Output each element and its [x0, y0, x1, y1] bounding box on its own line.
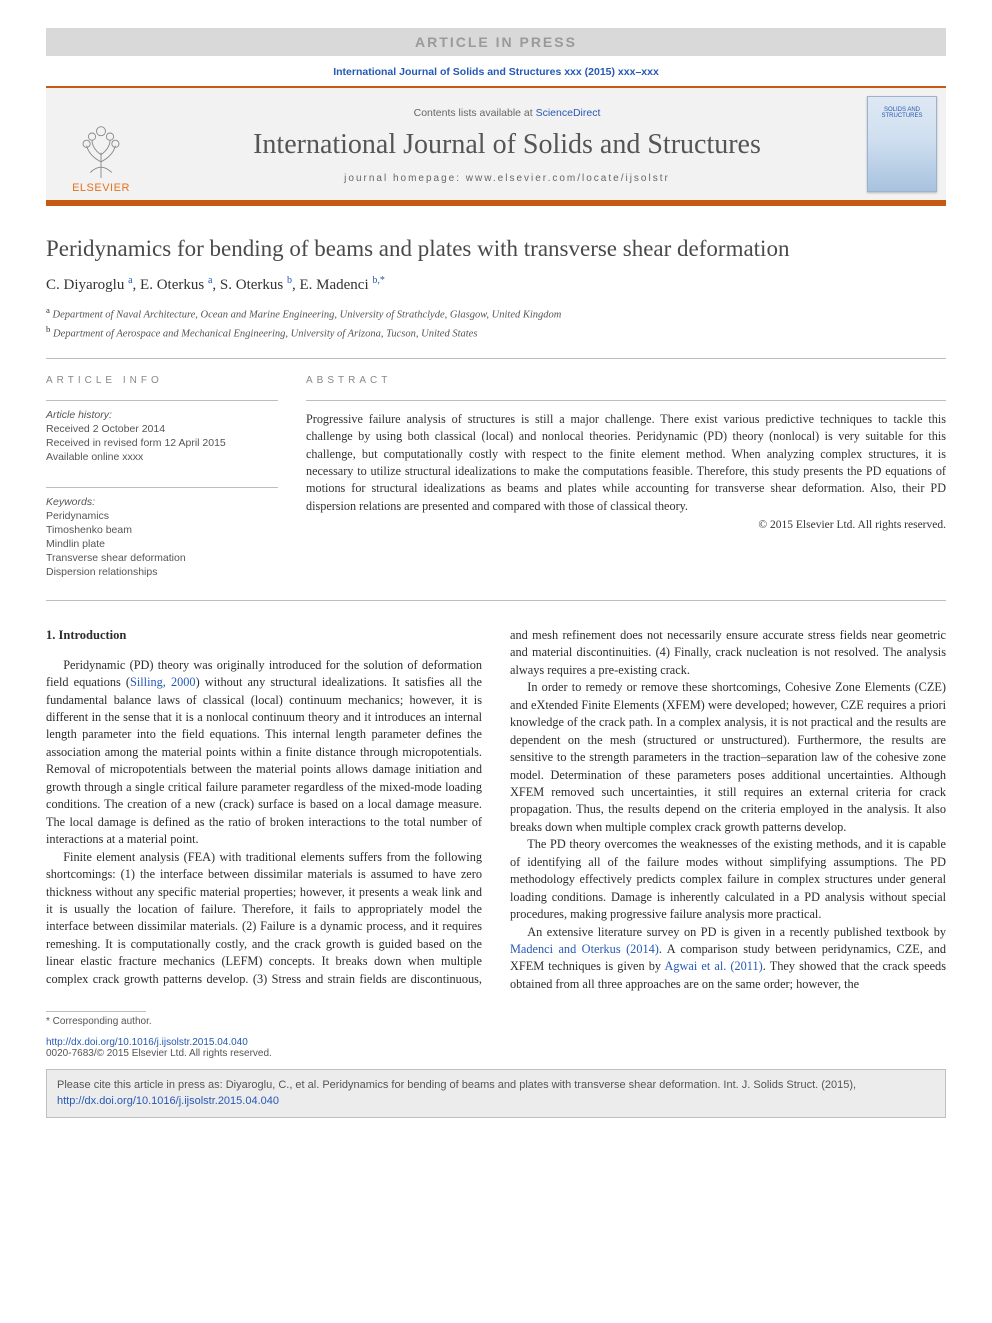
author-2: E. Oterkus — [140, 277, 204, 293]
author-1: C. Diyaroglu — [46, 277, 124, 293]
footnote-rule — [46, 1011, 146, 1012]
keyword-3: Mindlin plate — [46, 538, 278, 550]
contents-prefix: Contents lists available at — [414, 107, 536, 119]
author-1-aff: a — [128, 275, 132, 286]
abstract-body: Progressive failure analysis of structur… — [306, 411, 946, 515]
affiliations: a Department of Naval Architecture, Ocea… — [46, 304, 946, 351]
abstract-copyright: © 2015 Elsevier Ltd. All rights reserved… — [306, 519, 946, 531]
citation-link[interactable]: Silling, 2000 — [130, 675, 196, 689]
corresponding-author-note: * Corresponding author. — [46, 1016, 946, 1027]
article-info-heading: ARTICLE INFO — [46, 375, 278, 386]
cover-text: SOLIDS AND STRUCTURES — [881, 107, 922, 119]
section-1-heading: 1. Introduction — [46, 627, 482, 645]
journal-cover-thumbnail: SOLIDS AND STRUCTURES — [867, 96, 937, 192]
article-title: Peridynamics for bending of beams and pl… — [46, 234, 946, 263]
journal-homepage[interactable]: journal homepage: www.elsevier.com/locat… — [344, 173, 670, 184]
author-3-aff: b — [287, 275, 292, 286]
author-line: C. Diyaroglu a, E. Oterkus a, S. Oterkus… — [46, 275, 946, 294]
author-4: E. Madenci — [299, 277, 368, 293]
elsevier-tree-icon — [74, 122, 128, 180]
sciencedirect-link[interactable]: ScienceDirect — [536, 107, 601, 119]
history-label: Article history: — [46, 409, 278, 421]
keywords-label: Keywords: — [46, 496, 278, 508]
publisher-header: ELSEVIER Contents lists available at Sci… — [46, 86, 946, 206]
abstract-heading: ABSTRACT — [306, 375, 946, 386]
body-columns: 1. Introduction Peridynamic (PD) theory … — [46, 627, 946, 994]
rule-mid — [46, 600, 946, 601]
author-4-aff: b,* — [372, 275, 385, 286]
keyword-1: Peridynamics — [46, 510, 278, 522]
journal-name: International Journal of Solids and Stru… — [253, 129, 761, 161]
affiliation-a: Department of Naval Architecture, Ocean … — [53, 310, 562, 321]
contents-lists-line: Contents lists available at ScienceDirec… — [414, 107, 601, 119]
para-1: Peridynamic (PD) theory was originally i… — [46, 657, 482, 849]
journal-reference-line: International Journal of Solids and Stru… — [46, 66, 946, 78]
history-online: Available online xxxx — [46, 451, 278, 463]
keyword-2: Timoshenko beam — [46, 524, 278, 536]
keyword-4: Transverse shear deformation — [46, 552, 278, 564]
cite-box-link[interactable]: http://dx.doi.org/10.1016/j.ijsolstr.201… — [57, 1095, 279, 1107]
doi-link[interactable]: http://dx.doi.org/10.1016/j.ijsolstr.201… — [46, 1037, 248, 1048]
article-in-press-banner: ARTICLE IN PRESS — [46, 28, 946, 56]
elsevier-wordmark: ELSEVIER — [72, 182, 130, 194]
doi-line: http://dx.doi.org/10.1016/j.ijsolstr.201… — [46, 1037, 946, 1048]
citation-link[interactable]: Madenci and Oterkus (2014) — [510, 942, 659, 956]
abstract-block: ABSTRACT Progressive failure analysis of… — [306, 375, 946, 580]
rule-top — [46, 358, 946, 359]
please-cite-box: Please cite this article in press as: Di… — [46, 1069, 946, 1118]
history-revised: Received in revised form 12 April 2015 — [46, 437, 278, 449]
para-5: An extensive literature survey on PD is … — [510, 924, 946, 994]
para-3: In order to remedy or remove these short… — [510, 679, 946, 836]
citation-link[interactable]: Agwai et al. (2011) — [664, 959, 762, 973]
issn-line: 0020-7683/© 2015 Elsevier Ltd. All right… — [46, 1048, 946, 1059]
keyword-5: Dispersion relationships — [46, 566, 278, 578]
cite-box-text: Please cite this article in press as: Di… — [57, 1079, 856, 1091]
author-3: S. Oterkus — [220, 277, 283, 293]
affiliation-b: Department of Aerospace and Mechanical E… — [53, 329, 477, 340]
para-4: The PD theory overcomes the weaknesses o… — [510, 836, 946, 923]
article-info-block: ARTICLE INFO Article history: Received 2… — [46, 375, 278, 580]
history-received: Received 2 October 2014 — [46, 423, 278, 435]
elsevier-logo-block: ELSEVIER — [46, 88, 156, 200]
author-2-aff: a — [208, 275, 212, 286]
